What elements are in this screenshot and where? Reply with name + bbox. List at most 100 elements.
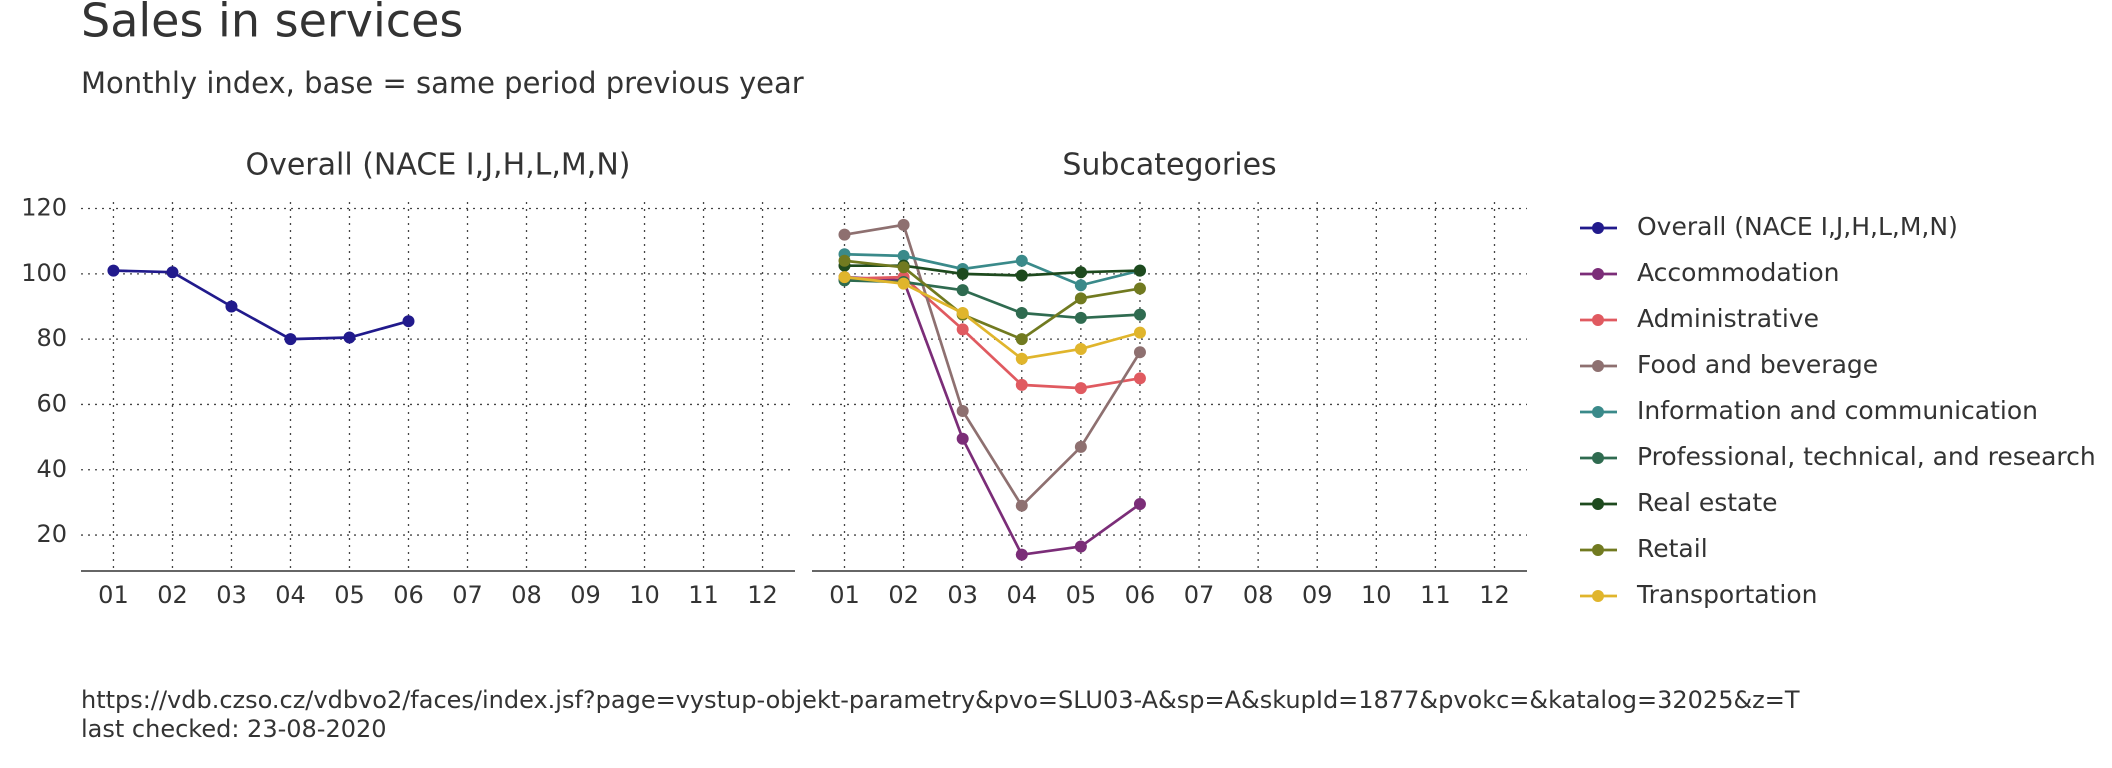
- legend-marker: [1592, 222, 1604, 234]
- y-tick-label: 20: [36, 520, 67, 548]
- source: https://vdb.czso.cz/vdbvo2/faces/index.j…: [81, 686, 1800, 714]
- y-tick-label: 40: [36, 455, 67, 483]
- legend-marker: [1592, 314, 1604, 326]
- point: [1074, 440, 1087, 453]
- legend-marker: [1592, 590, 1604, 602]
- point: [1015, 548, 1028, 561]
- point: [838, 254, 851, 267]
- legend-label: Food and beverage: [1637, 350, 1878, 379]
- point: [1015, 307, 1028, 320]
- x-tick-label: 09: [1302, 581, 1333, 609]
- legend-marker: [1592, 498, 1604, 510]
- series-line: [844, 252, 1141, 287]
- legend-marker: [1592, 544, 1604, 556]
- point: [838, 228, 851, 241]
- x-tick-label: 06: [1125, 581, 1156, 609]
- x-tick-label: 08: [1243, 581, 1274, 609]
- x-tick-label: 12: [1479, 581, 1510, 609]
- point: [1133, 308, 1146, 321]
- point: [166, 266, 179, 279]
- point: [1015, 254, 1028, 267]
- point: [402, 315, 415, 328]
- x-tick-label: 09: [570, 581, 601, 609]
- point: [838, 271, 851, 284]
- x-tick-label: 04: [1006, 581, 1037, 609]
- point: [956, 323, 969, 336]
- y-tick-label: 120: [21, 194, 67, 222]
- chart-title: Overall (NACE I,J,H,L,M,N): [245, 148, 630, 183]
- title: Sales in services: [81, 0, 463, 48]
- x-tick-label: 11: [1420, 581, 1451, 609]
- series-line: [844, 275, 1141, 361]
- point: [897, 277, 910, 290]
- x-tick-label: 01: [829, 581, 860, 609]
- x-tick-label: 12: [747, 581, 778, 609]
- series-line: [844, 275, 1141, 390]
- point: [1074, 311, 1087, 324]
- x-tick-label: 04: [275, 581, 306, 609]
- point: [897, 218, 910, 231]
- legend-label: Transportation: [1636, 580, 1818, 609]
- x-tick-label: 01: [98, 581, 129, 609]
- point: [956, 432, 969, 445]
- point: [343, 331, 356, 344]
- point: [107, 264, 120, 277]
- x-tick-label: 07: [1184, 581, 1215, 609]
- legend-marker: [1592, 268, 1604, 280]
- point: [1015, 269, 1028, 282]
- point: [284, 333, 297, 346]
- series-line: [844, 264, 1140, 277]
- point: [1133, 282, 1146, 295]
- point: [956, 404, 969, 417]
- x-tick-label: 02: [888, 581, 919, 609]
- legend-label: Information and communication: [1637, 396, 2038, 425]
- x-tick-label: 06: [393, 581, 424, 609]
- point: [1015, 333, 1028, 346]
- x-tick-label: 08: [511, 581, 542, 609]
- point: [1074, 279, 1087, 292]
- point: [1133, 264, 1146, 277]
- x-tick-label: 11: [688, 581, 719, 609]
- legend-label: Administrative: [1637, 304, 1819, 333]
- series-line: [844, 223, 1142, 508]
- point: [1133, 498, 1146, 511]
- subtitle: Monthly index, base = same period previo…: [81, 66, 804, 100]
- point: [1074, 540, 1087, 553]
- point: [1133, 326, 1146, 339]
- x-tick-label: 10: [1361, 581, 1392, 609]
- legend-label: Overall (NACE I,J,H,L,M,N): [1637, 212, 1958, 241]
- legend-marker: [1592, 406, 1604, 418]
- x-tick-label: 05: [334, 581, 365, 609]
- x-tick-label: 05: [1066, 581, 1097, 609]
- x-tick-label: 10: [629, 581, 660, 609]
- x-tick-label: 03: [947, 581, 978, 609]
- point: [956, 284, 969, 297]
- y-tick-label: 60: [36, 389, 67, 417]
- legend-label: Retail: [1637, 534, 1708, 563]
- point: [1074, 342, 1087, 355]
- legend-label: Accommodation: [1637, 258, 1840, 287]
- point: [1133, 346, 1146, 359]
- series-line: [844, 279, 1141, 320]
- legend-label: Professional, technical, and research: [1637, 442, 2096, 471]
- point: [897, 261, 910, 274]
- point: [956, 307, 969, 320]
- point: [1015, 378, 1028, 391]
- x-tick-label: 02: [157, 581, 188, 609]
- y-tick-label: 80: [36, 324, 67, 352]
- point: [1133, 372, 1146, 385]
- legend-label: Real estate: [1637, 488, 1778, 517]
- point: [1015, 499, 1028, 512]
- x-tick-label: 03: [216, 581, 247, 609]
- chart-title: Subcategories: [1062, 148, 1276, 183]
- series-line: [844, 275, 1141, 557]
- series-line: [844, 259, 1141, 341]
- point: [225, 300, 238, 313]
- x-tick-label: 07: [452, 581, 483, 609]
- legend-marker: [1592, 452, 1604, 464]
- point: [956, 267, 969, 280]
- y-tick-label: 100: [21, 259, 67, 287]
- point: [1074, 292, 1087, 305]
- point: [1015, 352, 1028, 365]
